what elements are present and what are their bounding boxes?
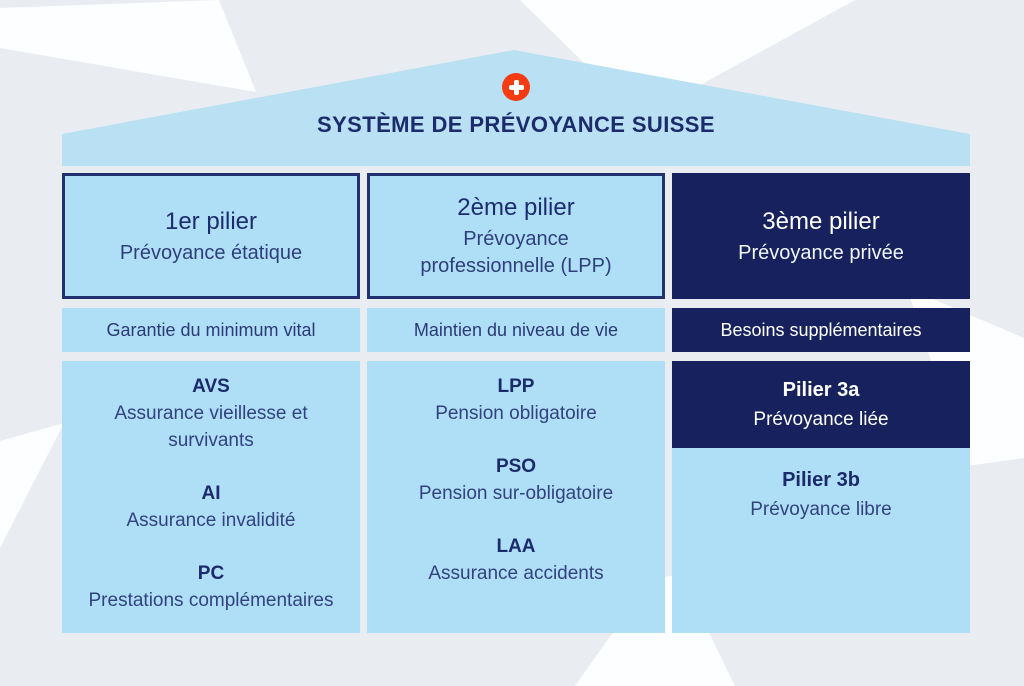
pillars-grid: 1er pilier Prévoyance étatique 2ème pili… [62, 173, 970, 633]
pillar-3b-section: Pilier 3b Prévoyance libre [672, 448, 970, 651]
pillar-2-header: 2ème pilier Prévoyance professionnelle (… [367, 173, 665, 299]
pillar-2-content: LPP Pension obligatoire PSO Pension sur-… [367, 361, 665, 633]
pillar-3b-title: Pilier 3b [782, 469, 860, 491]
pillar-1-content: AVS Assurance vieillesse et survivants A… [62, 361, 360, 633]
pillar-1-subtitle: Prévoyance étatique [119, 241, 303, 264]
roof-shape [62, 50, 970, 166]
item-desc: Pension obligatoire [435, 403, 597, 424]
pillar-3b-desc: Prévoyance libre [750, 499, 892, 520]
pillar-1-title: 1er pilier [164, 207, 258, 235]
swiss-cross-horizontal-bar [508, 84, 524, 90]
item-abbr: PC [197, 563, 225, 584]
content-item: PSO Pension sur-obligatoire [387, 453, 645, 507]
item-abbr: AI [201, 483, 221, 504]
pillar-2-function-bar: Maintien du niveau de vie [367, 308, 665, 352]
item-abbr: AVS [192, 376, 230, 397]
item-abbr: LAA [496, 536, 536, 557]
item-desc: Assurance accidents [428, 563, 604, 584]
ray-top-left [0, 0, 256, 92]
pillar-3a-title: Pilier 3a [782, 378, 860, 401]
item-desc: Pension sur-obligatoire [418, 483, 614, 504]
ray-top-right [520, 0, 855, 118]
content-item: AI Assurance invalidité [82, 480, 340, 534]
page-title: SYSTÈME DE PRÉVOYANCE SUISSE [317, 112, 715, 137]
content-item: LPP Pension obligatoire [387, 373, 645, 427]
item-abbr: PSO [495, 456, 537, 477]
pillar-3-title: 3ème pilier [762, 207, 880, 235]
item-abbr: LPP [497, 376, 535, 397]
content-item: AVS Assurance vieillesse et survivants [82, 373, 340, 454]
pillar-3a-desc: Prévoyance liée [753, 408, 889, 430]
item-desc: Assurance vieillesse et survivants [114, 403, 308, 451]
pillar-2-title: 2ème pilier [457, 194, 575, 221]
item-desc: Prestations complémentaires [88, 590, 334, 611]
pillar-3a-section: Pilier 3a Prévoyance liée [672, 361, 970, 448]
pillar-1-header: 1er pilier Prévoyance étatique [62, 173, 360, 299]
pillar-3-header: 3ème pilier Prévoyance privée [672, 173, 970, 299]
ray-left [0, 423, 64, 548]
content-item: LAA Assurance accidents [387, 533, 645, 587]
content-item: PC Prestations complémentaires [82, 560, 340, 614]
pillar-2-subtitle: Prévoyance professionnelle (LPP) [420, 228, 612, 277]
swiss-cross-icon [502, 73, 530, 101]
item-desc: Assurance invalidité [126, 510, 296, 531]
pillar-3-content: Pilier 3a Prévoyance liée Pilier 3b Prév… [672, 361, 970, 633]
pillar-1-function-bar: Garantie du minimum vital [62, 308, 360, 352]
pillar-3-subtitle: Prévoyance privée [738, 241, 904, 264]
pillar-3-function-bar: Besoins supplémentaires [672, 308, 970, 352]
